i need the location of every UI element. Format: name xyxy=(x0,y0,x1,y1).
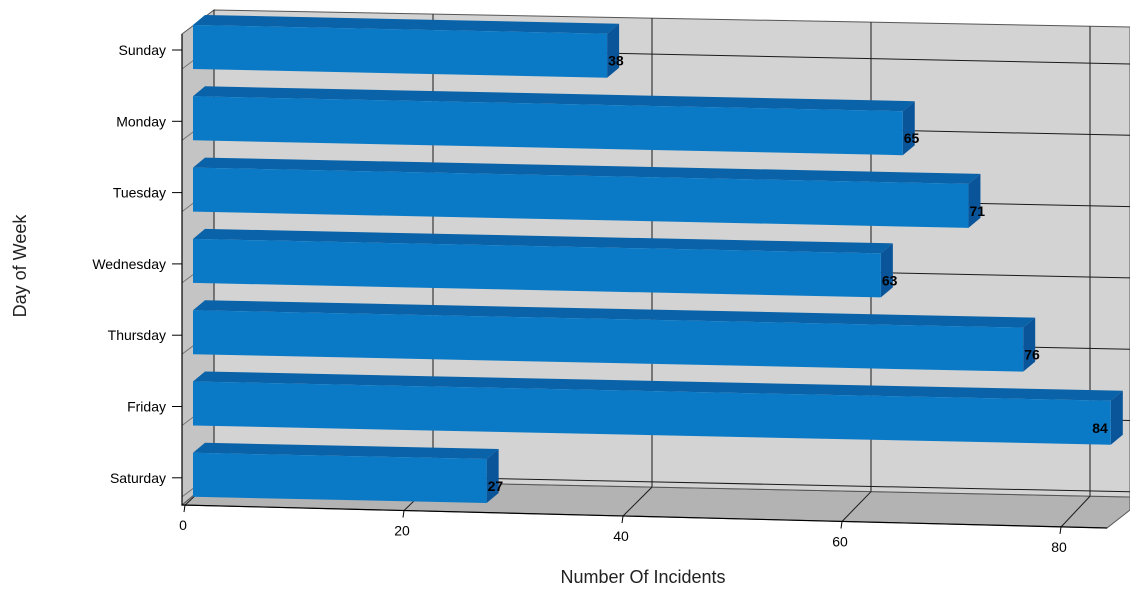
bar-top xyxy=(193,371,1123,401)
bar-front xyxy=(193,381,1111,445)
bars: 38 65 71 63 76 84 27 xyxy=(193,15,1123,503)
bar-front xyxy=(193,96,903,156)
bar-top xyxy=(193,157,981,184)
x-tick-mark xyxy=(402,510,405,518)
y-tick-label: Thursday xyxy=(108,327,166,343)
bar-side xyxy=(607,23,620,78)
bar-top xyxy=(193,86,915,112)
x-floor-gridline xyxy=(622,486,653,517)
bar-data-label: 84 xyxy=(1092,420,1108,436)
bar xyxy=(193,300,1036,372)
bar-top xyxy=(193,228,893,254)
bar-front xyxy=(193,238,881,298)
axis-ticks: 0 20 40 60 80 Sunday Monday Tuesday Wednesday Thu… xyxy=(92,34,1108,555)
x-tick-label: 60 xyxy=(832,534,848,550)
bar xyxy=(193,442,499,503)
bar xyxy=(193,157,981,228)
x-tick-label: 20 xyxy=(394,523,410,539)
y-axis-title: Day of Week xyxy=(10,214,30,318)
bar xyxy=(193,86,915,156)
bar-front xyxy=(193,167,969,228)
x-floor-gridline xyxy=(841,491,872,522)
x-axis-line xyxy=(181,504,1108,529)
x-floor-gridline xyxy=(1060,495,1091,528)
x-tick-mark xyxy=(840,521,843,529)
x-tick-mark xyxy=(183,505,186,513)
bar-top xyxy=(193,15,620,34)
y-tick-label: Sunday xyxy=(119,42,166,58)
bar-top xyxy=(193,300,1036,328)
y-tick-label: Tuesday xyxy=(113,185,166,201)
bar-front xyxy=(193,310,1024,372)
x-axis-title: Number Of Incidents xyxy=(560,567,725,587)
bar-side xyxy=(1110,390,1123,445)
bar-front xyxy=(193,452,487,503)
bar xyxy=(193,371,1123,445)
bar-data-label: 71 xyxy=(969,203,985,219)
bar-data-label: 65 xyxy=(904,130,920,146)
bar-side xyxy=(902,101,915,156)
bar xyxy=(193,228,893,298)
bar-side xyxy=(486,448,499,503)
bar-side xyxy=(1023,317,1036,372)
bar xyxy=(193,15,620,78)
y-tick-label: Friday xyxy=(127,399,166,415)
bar-data-label: 63 xyxy=(882,272,898,288)
bar-side xyxy=(880,243,893,298)
bar-side xyxy=(968,173,981,228)
bar-front xyxy=(193,25,608,78)
y-tick-label: Wednesday xyxy=(92,256,166,272)
bar-data-label: 76 xyxy=(1024,347,1040,363)
x-tick-mark xyxy=(1059,526,1062,535)
y-tick-label: Saturday xyxy=(110,470,166,486)
bar-data-label: 38 xyxy=(608,53,624,69)
y-tick-label: Monday xyxy=(116,113,166,129)
x-tick-label: 80 xyxy=(1051,539,1067,555)
x-tick-label: 0 xyxy=(179,517,187,533)
x-tick-mark xyxy=(621,515,624,524)
bar-data-label: 27 xyxy=(488,478,504,494)
x-tick-label: 40 xyxy=(613,528,629,544)
bar-top xyxy=(193,442,499,459)
